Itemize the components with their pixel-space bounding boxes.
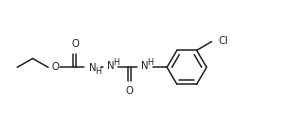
Text: N: N (142, 61, 149, 71)
Text: H: H (113, 58, 119, 67)
Text: Cl: Cl (219, 36, 228, 46)
Text: H: H (95, 67, 101, 76)
Text: O: O (126, 86, 134, 96)
Text: O: O (51, 62, 59, 72)
Text: O: O (72, 39, 80, 49)
Text: N: N (89, 63, 96, 73)
Text: H: H (148, 58, 154, 67)
Text: N: N (107, 61, 114, 71)
